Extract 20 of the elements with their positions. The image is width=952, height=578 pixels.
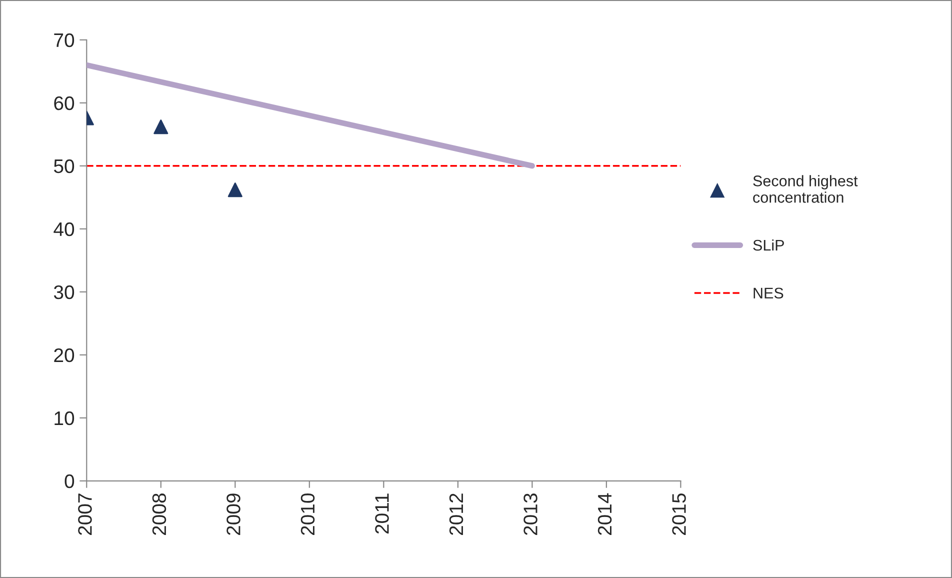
x-tick-label: 2015 xyxy=(672,494,686,535)
x-tick-label: 2010 xyxy=(300,493,315,535)
x-tick-label: 2012 xyxy=(449,494,464,535)
x-tick-label: 2009 xyxy=(226,494,240,535)
y-tick-label: 70 xyxy=(54,33,74,48)
x-tick-label: 2011 xyxy=(375,494,389,534)
x-tick-label: 2008 xyxy=(152,494,166,535)
y-tick-label: 10 xyxy=(54,411,74,426)
y-tick-label: 60 xyxy=(54,96,74,110)
y-tick-label: 0 xyxy=(64,474,74,488)
y-tick-label: 20 xyxy=(54,348,74,362)
x-tick-label: 2014 xyxy=(598,493,612,535)
x-tick-label: 2013 xyxy=(524,494,538,535)
legend-label: NES xyxy=(754,288,784,299)
y-tick-label: 50 xyxy=(54,159,74,174)
y-tick-label: 40 xyxy=(54,222,74,236)
x-tick-label: 2007 xyxy=(78,494,92,535)
legend-label: Second highest concentration xyxy=(753,175,858,203)
y-tick-label: 30 xyxy=(54,285,74,300)
legend-label: SLiP xyxy=(753,239,784,251)
